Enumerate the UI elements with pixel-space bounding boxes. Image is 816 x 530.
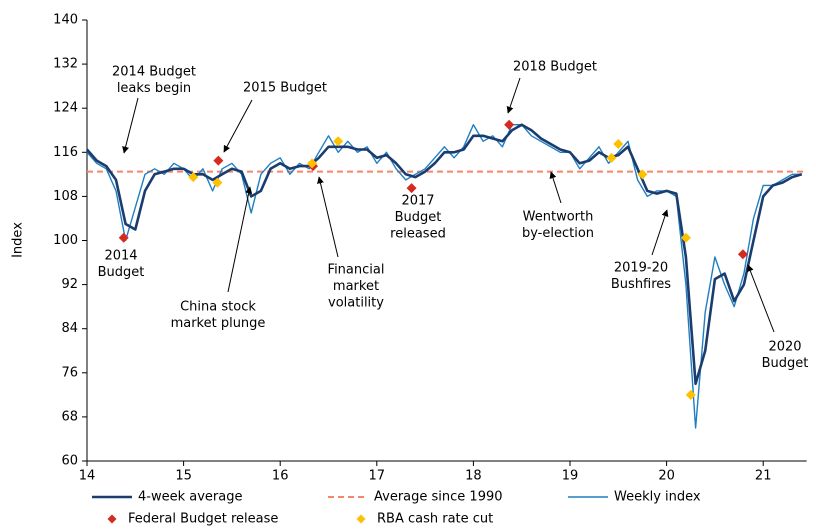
y-axis-label: Index (11, 222, 26, 258)
annotation-arrow (317, 176, 339, 258)
legend-label: 4-week average (138, 490, 242, 505)
annotation: 2017 (401, 194, 434, 209)
y-tick-label: 68 (61, 409, 78, 424)
marker (118, 232, 129, 243)
marker (737, 249, 748, 260)
annotation: leaks begin (117, 81, 191, 96)
x-tick-label: 16 (272, 469, 289, 484)
annotation: Financial (328, 263, 385, 278)
annotation-arrow (506, 77, 521, 114)
annotation: 2014 (104, 249, 137, 264)
annotation-arrow (651, 209, 669, 256)
marker (613, 139, 624, 150)
marker (212, 177, 223, 188)
marker (680, 232, 691, 243)
annotation: China stock (180, 300, 256, 315)
y-tick-label: 76 (61, 365, 78, 380)
annotation: 2019-20 (614, 261, 668, 276)
annotation: Wentworth (523, 210, 594, 225)
x-tick-label: 20 (658, 469, 675, 484)
annotation-arrow (227, 186, 253, 293)
annotation: 2014 Budget (112, 65, 196, 80)
y-tick-label: 140 (53, 13, 78, 28)
y-tick-label: 116 (53, 145, 78, 160)
annotation-arrow (549, 171, 562, 204)
marker (333, 136, 344, 147)
marker (504, 119, 515, 130)
annotation: 2015 Budget (243, 81, 327, 96)
y-tick-label: 124 (53, 101, 78, 116)
marker (188, 172, 199, 183)
annotation: Bushfires (611, 277, 671, 292)
annotation: market plunge (171, 316, 266, 331)
x-tick-label: 14 (79, 469, 96, 484)
annotation: Budget (395, 210, 442, 225)
marker (685, 389, 696, 400)
marker (307, 158, 318, 169)
annotation: released (390, 227, 446, 242)
annotation: by-election (522, 226, 594, 241)
x-tick-label: 17 (369, 469, 386, 484)
y-tick-label: 108 (53, 189, 78, 204)
y-tick-label: 60 (61, 454, 78, 469)
marker (637, 169, 648, 180)
series-line (86, 123, 803, 386)
annotation: market (333, 279, 379, 294)
annotation-arrow (122, 97, 139, 154)
marker (406, 183, 417, 194)
y-tick-label: 132 (53, 57, 78, 72)
y-tick-label: 84 (61, 321, 78, 336)
legend-label: Average since 1990 (374, 490, 503, 505)
x-tick-label: 19 (562, 469, 579, 484)
annotation: 2018 Budget (513, 60, 597, 75)
annotation: Budget (762, 356, 809, 371)
legend-label: Weekly index (614, 490, 701, 505)
annotation-arrow (747, 264, 775, 333)
annotation: Budget (98, 265, 145, 280)
x-tick-label: 21 (755, 469, 772, 484)
x-tick-label: 18 (465, 469, 482, 484)
legend-label: Federal Budget release (128, 512, 278, 527)
legend-label: RBA cash rate cut (377, 512, 493, 527)
y-tick-label: 100 (53, 233, 78, 248)
y-tick-label: 92 (61, 277, 78, 292)
marker (213, 155, 224, 166)
legend-marker (107, 514, 117, 524)
annotation-arrow (223, 99, 253, 153)
legend-marker (356, 514, 366, 524)
annotation: 2020 (768, 340, 801, 355)
marker (606, 152, 617, 163)
x-tick-label: 15 (175, 469, 192, 484)
annotation: volatility (328, 296, 384, 311)
